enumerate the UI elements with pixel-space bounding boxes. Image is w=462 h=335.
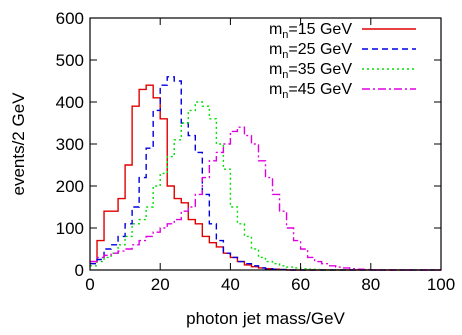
y-tick-label: 200 (56, 177, 84, 196)
ticks-layer: 0 20 40 60 80 100 0 100 200 300 400 500 600 (56, 9, 456, 294)
y-tick-label: 300 (56, 135, 84, 154)
legend-entry-label: mn=25 GeV (269, 41, 352, 61)
legend-entry-label: mn=35 GeV (269, 61, 352, 81)
series-line-4 (90, 126, 441, 271)
x-tick-label: 60 (291, 275, 310, 294)
x-tick-label: 80 (361, 275, 380, 294)
x-tick-label: 100 (427, 275, 455, 294)
x-tick-label: 20 (151, 275, 170, 294)
y-tick-label: 0 (75, 261, 84, 280)
x-tick-label: 0 (85, 275, 94, 294)
y-tick-label: 600 (56, 9, 84, 28)
y-tick-label: 500 (56, 51, 84, 70)
y-tick-label: 400 (56, 93, 84, 112)
y-axis-label: events/2 GeV (9, 92, 28, 196)
y-tick-label: 100 (56, 219, 84, 238)
plot-frame (89, 17, 442, 271)
legend-entry-label: mn=45 GeV (269, 81, 352, 101)
series-line-1 (90, 84, 441, 271)
x-tick-label: 40 (221, 275, 240, 294)
legend-entry-label: mn=15 GeV (269, 21, 352, 41)
series-line-3 (90, 101, 441, 271)
series-line-2 (90, 76, 441, 271)
series-layer (90, 76, 441, 271)
x-axis-label: photon jet mass/GeV (186, 309, 345, 328)
